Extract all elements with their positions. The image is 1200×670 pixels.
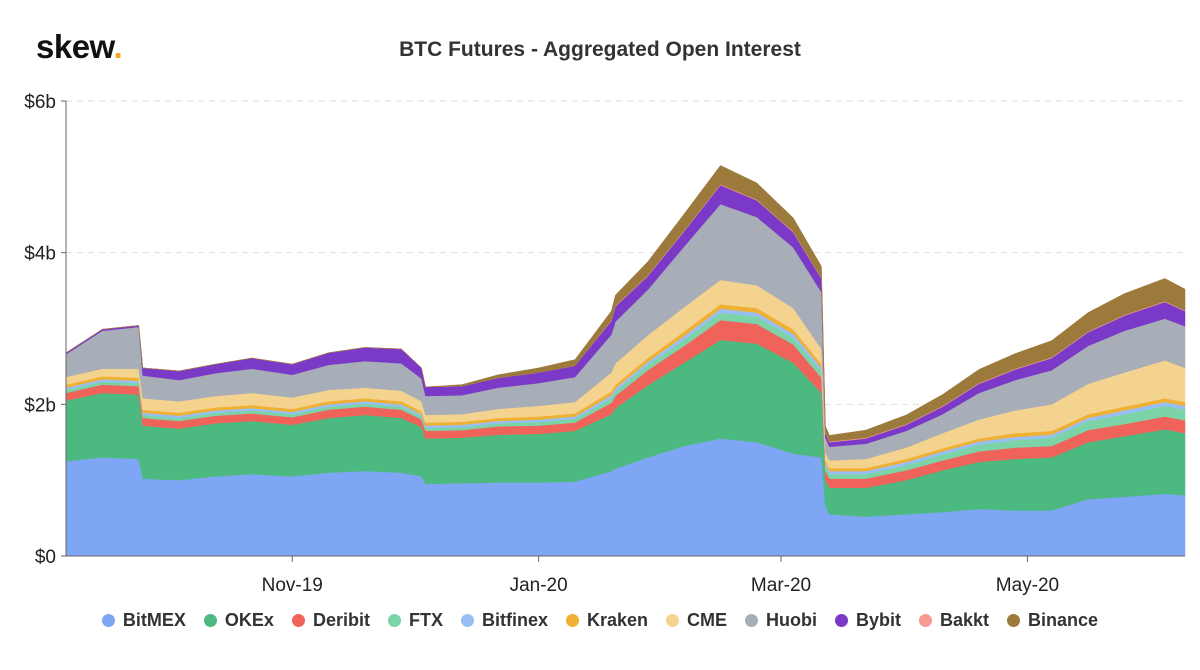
legend-item-bitfinex[interactable]: Bitfinex	[460, 610, 548, 631]
legend-item-bakkt[interactable]: Bakkt	[919, 610, 989, 631]
legend-label: BitMEX	[122, 610, 186, 630]
legend-label: OKEx	[224, 610, 274, 630]
x-tick-label: Nov-19	[262, 575, 323, 596]
x-tick-label: Mar-20	[751, 575, 811, 596]
legend-marker	[101, 614, 115, 627]
legend-label: Kraken	[586, 610, 649, 630]
legend-item-okex[interactable]: OKEx	[203, 610, 274, 631]
legend-marker	[745, 614, 759, 627]
legend-marker	[1007, 614, 1021, 627]
y-tick-label: $0	[35, 547, 56, 568]
skew-logo: skew.	[36, 28, 123, 66]
legend-marker	[565, 614, 579, 627]
legend-label: FTX	[408, 610, 443, 630]
legend-marker	[387, 614, 401, 627]
legend-label: Bitfinex	[481, 610, 548, 630]
legend-marker	[203, 614, 217, 627]
legend-item-kraken[interactable]: Kraken	[565, 610, 649, 631]
legend-item-ftx[interactable]: FTX	[387, 610, 443, 631]
legend-marker	[666, 614, 680, 627]
chart-legend: BitMEX OKEx Deribit FTX Bitfinex Kraken CME Huo…	[0, 610, 1200, 631]
logo-dot: .	[113, 28, 123, 65]
axes: $0 $2b $4b $6b Nov-19 Jan-20 Mar-20 May-20	[24, 92, 1185, 596]
legend-label: Binance	[1028, 610, 1099, 630]
y-tick-label: $6b	[24, 92, 56, 113]
legend-label: Bakkt	[940, 610, 990, 630]
x-tick-label: Jan-20	[510, 575, 568, 596]
stacked-areas	[65, 165, 1186, 557]
chart-title: BTC Futures - Aggregated Open Interest	[399, 38, 801, 61]
legend-marker	[919, 614, 933, 627]
x-tick-label: May-20	[996, 575, 1059, 596]
legend-marker	[291, 614, 305, 627]
legend-label: CME	[687, 610, 728, 630]
logo-text: skew	[36, 28, 114, 65]
legend-label: Deribit	[312, 610, 370, 630]
legend-item-bybit[interactable]: Bybit	[835, 610, 901, 631]
y-tick-label: $2b	[24, 395, 56, 416]
legend-label: Bybit	[856, 610, 902, 630]
legend-label: Huobi	[766, 610, 818, 630]
legend-item-bitmex[interactable]: BitMEX	[101, 610, 186, 631]
legend-item-binance[interactable]: Binance	[1007, 610, 1098, 631]
y-tick-label: $4b	[24, 244, 56, 265]
legend-item-deribit[interactable]: Deribit	[291, 610, 370, 631]
legend-item-huobi[interactable]: Huobi	[745, 610, 817, 631]
legend-marker	[460, 614, 474, 627]
legend-marker	[835, 614, 849, 627]
legend-item-cme[interactable]: CME	[666, 610, 727, 631]
area-series-binance	[65, 165, 1186, 442]
